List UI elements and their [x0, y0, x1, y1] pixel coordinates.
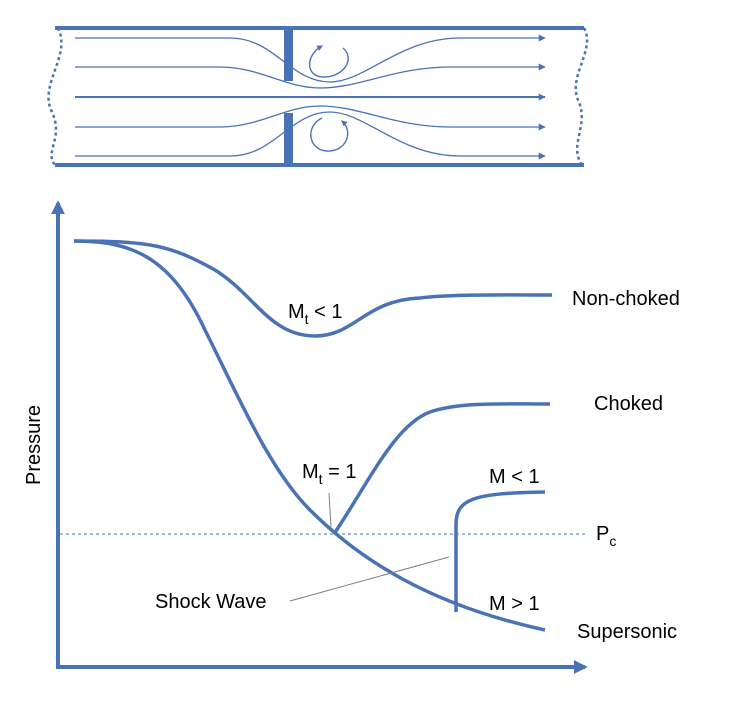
streamline-4 — [75, 105, 546, 131]
label-supersonic: Supersonic — [577, 621, 677, 643]
pipe-right-break — [574, 27, 589, 166]
annotation-mt-lt-1: Mt < 1 — [288, 301, 342, 327]
vortex-lower — [310, 117, 349, 152]
streamline-1 — [75, 34, 546, 83]
orifice-plate-lower — [284, 113, 293, 165]
label-critical-pressure: Pc — [596, 523, 616, 549]
annotation-m-lt-1: M < 1 — [489, 466, 540, 488]
leader-mt1 — [328, 492, 332, 528]
leader-shock-wave — [289, 556, 450, 602]
pipe-diagram — [47, 26, 589, 167]
curve-supersonic — [73, 239, 546, 632]
orifice-plate-upper — [284, 28, 293, 81]
annotation-mt-eq-1: Mt = 1 — [302, 461, 356, 487]
curve-choked — [332, 402, 551, 535]
vortex-upper — [308, 45, 349, 78]
curve-post-shock — [454, 490, 546, 612]
pipe-left-break — [47, 27, 63, 166]
label-shock-wave: Shock Wave — [155, 591, 267, 613]
pressure-plot: Pressure Mt < 1 Mt = 1 M < 1 M > 1 Non-c… — [23, 200, 680, 674]
annotation-m-gt-1: M > 1 — [489, 593, 540, 615]
label-choked: Choked — [594, 393, 663, 415]
y-axis-label: Pressure — [23, 405, 45, 485]
streamline-5 — [75, 111, 546, 160]
streamline-2 — [75, 63, 546, 89]
curve-non-choked — [73, 239, 553, 338]
label-non-choked: Non-choked — [572, 288, 680, 310]
